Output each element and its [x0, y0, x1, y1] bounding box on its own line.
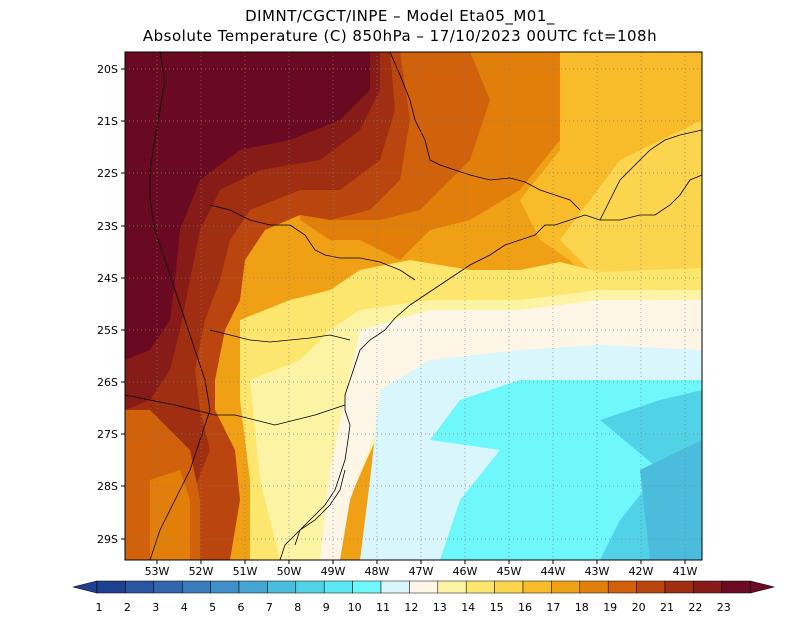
lon-label: 47W — [409, 565, 434, 578]
colorbar: 1 2 3 4 5 6 7 8 9 10 11 12 13 14 15 16 17 18 19 20 21 22 23 — [72, 580, 775, 614]
lon-label: 49W — [321, 565, 346, 578]
lon-ticks — [156, 560, 686, 564]
colorbar-label: 20 — [632, 601, 646, 614]
colorbar-label: 17 — [546, 601, 560, 614]
colorbar-swatch — [579, 580, 609, 594]
colorbar-swatch — [551, 580, 581, 594]
map-title-line2: Absolute Temperature (C) 850hPa – 17/10/… — [142, 27, 658, 45]
colorbar-swatch — [267, 580, 297, 594]
lon-label: 45W — [497, 565, 522, 578]
colorbar-arrow-right — [749, 580, 775, 594]
lon-labels: 53W 52W 51W 50W 49W 48W 47W 46W 45W 44W … — [145, 565, 698, 578]
colorbar-swatch — [238, 580, 268, 594]
lat-label: 22S — [97, 167, 118, 180]
lat-label: 24S — [97, 272, 118, 285]
colorbar-swatch — [522, 580, 552, 594]
field-layer-t11-ocean — [320, 300, 702, 560]
colorbar-label: 3 — [152, 601, 159, 614]
colorbar-swatch — [125, 580, 155, 594]
state-border-sc-pr — [209, 329, 351, 343]
plot-frame — [124, 51, 703, 561]
lat-ticks — [121, 68, 125, 540]
colorbar-swatch — [607, 580, 637, 594]
temperature-field — [125, 52, 702, 560]
lon-label: 48W — [365, 565, 390, 578]
field-layer-t17-southwest — [150, 470, 190, 560]
colorbar-swatch — [437, 580, 467, 594]
lon-label: 42W — [629, 565, 654, 578]
colorbar-swatch — [352, 580, 382, 594]
colorbar-arrow-left — [72, 580, 98, 594]
lat-label: 25S — [97, 324, 118, 337]
coastline-and-borders — [124, 51, 703, 561]
colorbar-label: 2 — [124, 601, 131, 614]
colorbar-swatch — [96, 580, 126, 594]
lat-label: 27S — [97, 428, 118, 441]
lat-label: 23S — [97, 220, 118, 233]
state-border-mg-sp — [389, 51, 581, 211]
colorbar-label: 4 — [181, 601, 188, 614]
map-title-line1: DIMNT/CGCT/INPE – Model Eta05_M01_ — [245, 7, 555, 25]
country-border-west — [149, 51, 211, 561]
lat-label: 29S — [97, 533, 118, 546]
colorbar-swatch — [380, 580, 410, 594]
lon-label: 44W — [541, 565, 566, 578]
grid-lines — [125, 52, 702, 560]
colorbar-label: 8 — [294, 601, 301, 614]
lon-label: 50W — [277, 565, 302, 578]
colorbar-label: 9 — [323, 601, 330, 614]
lon-label: 43W — [585, 565, 610, 578]
state-border-rs-sc — [194, 404, 346, 426]
colorbar-label: 10 — [348, 601, 362, 614]
colorbar-label: 5 — [209, 601, 216, 614]
colorbar-label: 12 — [404, 601, 418, 614]
lon-label: 51W — [233, 565, 258, 578]
colorbar-swatch — [664, 580, 694, 594]
colorbar-label: 18 — [575, 601, 589, 614]
lon-label: 41W — [673, 565, 698, 578]
lagoon-outline — [294, 469, 346, 546]
coastline — [279, 174, 703, 561]
colorbar-swatch — [295, 580, 325, 594]
colorbar-swatch — [181, 580, 211, 594]
colorbar-swatch — [210, 580, 240, 594]
colorbar-label: 19 — [603, 601, 617, 614]
colorbar-label: 7 — [266, 601, 273, 614]
colorbar-label: 15 — [490, 601, 504, 614]
colorbar-label: 6 — [238, 601, 245, 614]
field-layer-t15-northeast — [640, 52, 702, 110]
colorbar-label: 23 — [717, 601, 731, 614]
colorbar-label: 14 — [461, 601, 475, 614]
river-border-west — [124, 394, 196, 411]
lon-label: 52W — [189, 565, 214, 578]
colorbar-swatch — [721, 580, 751, 594]
field-layer-t7-ocean — [640, 440, 702, 560]
lat-label: 21S — [97, 115, 118, 128]
colorbar-swatch — [409, 580, 439, 594]
colorbar-label: 13 — [433, 601, 447, 614]
lat-label: 26S — [97, 376, 118, 389]
colorbar-swatch — [465, 580, 495, 594]
colorbar-swatch — [693, 580, 723, 594]
colorbar-label: 21 — [660, 601, 674, 614]
colorbar-label: 11 — [376, 601, 390, 614]
state-border-pr-sp — [209, 204, 416, 281]
colorbar-swatch — [153, 580, 183, 594]
field-layer-t14-east — [560, 120, 702, 300]
lon-label: 53W — [145, 565, 170, 578]
colorbar-swatch — [636, 580, 666, 594]
state-border-rj — [599, 129, 703, 221]
lat-label: 28S — [97, 480, 118, 493]
lat-labels: 20S 21S 22S 23S 24S 25S 26S 27S 28S 29S — [97, 63, 118, 546]
colorbar-label: 22 — [688, 601, 702, 614]
colorbar-label: 1 — [96, 601, 103, 614]
field-layer-t22-west — [125, 52, 370, 360]
lat-label: 20S — [97, 63, 118, 76]
lon-label: 46W — [453, 565, 478, 578]
colorbar-swatch — [494, 580, 524, 594]
colorbar-swatch — [323, 580, 353, 594]
colorbar-label: 16 — [518, 601, 532, 614]
